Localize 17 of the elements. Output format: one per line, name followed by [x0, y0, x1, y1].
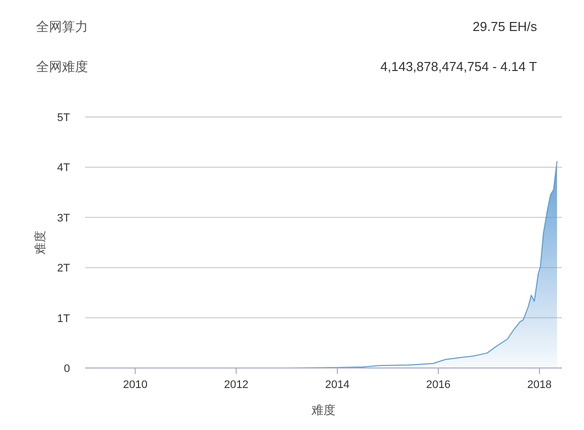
x-tick-label: 2016 — [426, 379, 451, 391]
x-tick-label: 2014 — [325, 379, 350, 391]
text: 全网算力 — [36, 19, 88, 34]
y-tick-label: 3T — [57, 212, 70, 224]
x-tick-label: 2018 — [527, 379, 552, 391]
x-tick-label: 2012 — [224, 379, 248, 391]
y-tick-label: 2T — [57, 262, 70, 275]
y-tick-label: 0 — [64, 363, 70, 375]
y-tick-label: 4T — [57, 162, 70, 174]
x-tick-label: 2010 — [122, 379, 148, 391]
text: 全网难度 — [36, 59, 88, 74]
y-tick-label: 1T — [57, 312, 70, 325]
text: 4,143,878,474,754 - 4.14 T — [380, 59, 538, 74]
x-axis-title: 难度 — [310, 403, 336, 417]
y-tick-label: 5T — [57, 112, 70, 124]
y-axis-title: 难度 — [33, 230, 47, 256]
text: 29.75 EH/s — [472, 19, 538, 34]
